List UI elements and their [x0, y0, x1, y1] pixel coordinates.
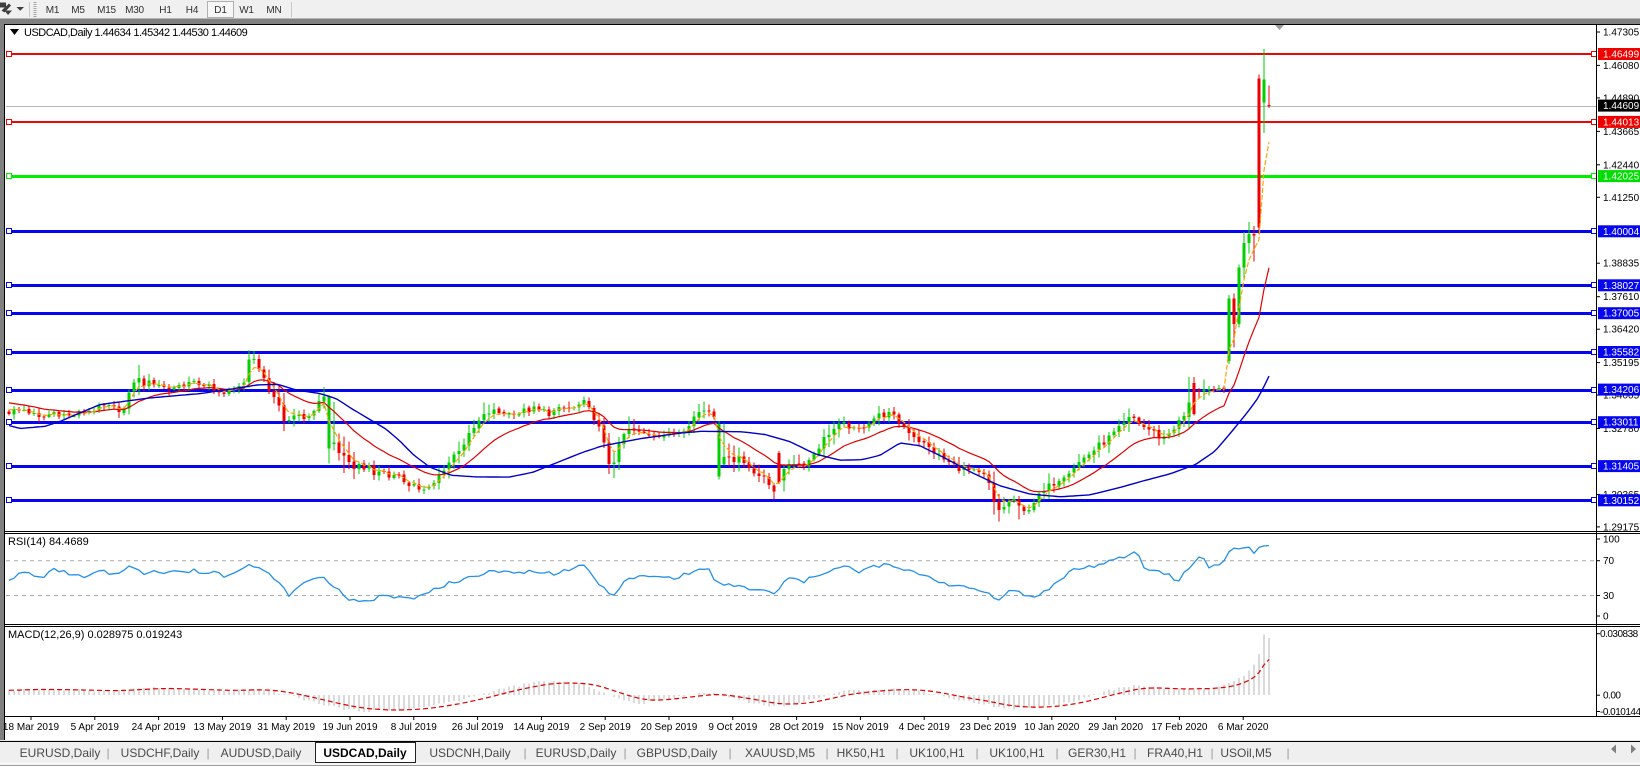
svg-text:|: | [975, 746, 978, 760]
svg-text:1.41250: 1.41250 [1603, 193, 1640, 204]
svg-text:30: 30 [1603, 591, 1615, 602]
svg-text:M1: M1 [46, 5, 60, 16]
svg-text:|: | [623, 746, 626, 760]
svg-text:1.31405: 1.31405 [1603, 462, 1640, 473]
svg-text:17 Feb 2020: 17 Feb 2020 [1151, 722, 1208, 733]
svg-text:EURUSD,Daily: EURUSD,Daily [20, 746, 101, 760]
svg-text:|: | [895, 746, 898, 760]
svg-text:1.36420: 1.36420 [1603, 325, 1640, 336]
svg-text:|: | [206, 746, 209, 760]
svg-text:28 Oct 2019: 28 Oct 2019 [769, 722, 824, 733]
svg-text:1.33011: 1.33011 [1603, 418, 1639, 429]
svg-text:20 Sep 2019: 20 Sep 2019 [641, 722, 698, 733]
svg-text:29 Jan 2020: 29 Jan 2020 [1088, 722, 1143, 733]
svg-text:4 Dec 2019: 4 Dec 2019 [899, 722, 951, 733]
svg-text:GBPUSD,Daily: GBPUSD,Daily [637, 746, 718, 760]
svg-text:9 Oct 2019: 9 Oct 2019 [708, 722, 757, 733]
svg-text:1.35582: 1.35582 [1603, 348, 1640, 359]
svg-text:70: 70 [1603, 556, 1615, 567]
svg-text:GER30,H1: GER30,H1 [1068, 746, 1126, 760]
svg-text:1.44890: 1.44890 [1603, 93, 1640, 104]
svg-text:|: | [825, 746, 828, 760]
svg-text:1.43665: 1.43665 [1603, 127, 1640, 138]
svg-text:10 Jan 2020: 10 Jan 2020 [1024, 722, 1079, 733]
svg-text:24 Apr 2019: 24 Apr 2019 [132, 722, 186, 733]
svg-text:1.35195: 1.35195 [1603, 358, 1640, 369]
svg-text:AUDUSD,Daily: AUDUSD,Daily [221, 746, 302, 760]
svg-text:1.30152: 1.30152 [1603, 496, 1640, 507]
svg-text:0.00: 0.00 [1603, 691, 1621, 702]
svg-text:6 Mar 2020: 6 Mar 2020 [1218, 722, 1269, 733]
svg-text:0: 0 [1603, 612, 1609, 623]
svg-text:1.38835: 1.38835 [1603, 259, 1640, 270]
svg-text:1.37005: 1.37005 [1603, 309, 1640, 320]
svg-text:1.46499: 1.46499 [1603, 50, 1640, 61]
svg-text:UK100,H1: UK100,H1 [989, 746, 1045, 760]
svg-text:|: | [1286, 746, 1289, 760]
svg-text:0.030838: 0.030838 [1600, 629, 1639, 640]
svg-text:RSI(14) 84.4689: RSI(14) 84.4689 [8, 536, 89, 548]
svg-text:1.47305: 1.47305 [1603, 28, 1640, 39]
svg-text:USDCHF,Daily: USDCHF,Daily [121, 746, 200, 760]
svg-text:1.42025: 1.42025 [1603, 172, 1640, 183]
svg-text:FRA40,H1: FRA40,H1 [1147, 746, 1203, 760]
svg-text:USDCNH,Daily: USDCNH,Daily [429, 746, 510, 760]
svg-text:M15: M15 [97, 5, 116, 16]
svg-text:USDCAD,Daily: USDCAD,Daily [323, 746, 407, 760]
svg-text:1.32780: 1.32780 [1603, 424, 1640, 435]
svg-text:H4: H4 [186, 5, 199, 16]
svg-text:UK100,H1: UK100,H1 [909, 746, 965, 760]
svg-text:1.40004: 1.40004 [1603, 227, 1640, 238]
svg-text:XAUUSD,M5: XAUUSD,M5 [745, 746, 815, 760]
svg-text:1.38027: 1.38027 [1603, 281, 1640, 292]
svg-text:1.29175: 1.29175 [1603, 522, 1640, 533]
svg-text:19 Jun 2019: 19 Jun 2019 [322, 722, 377, 733]
svg-text:31 May 2019: 31 May 2019 [257, 722, 315, 733]
svg-text:HK50,H1: HK50,H1 [837, 746, 886, 760]
svg-text:USOil,M5: USOil,M5 [1220, 746, 1272, 760]
svg-text:D1: D1 [214, 5, 227, 16]
svg-text:USDCAD,Daily 1.44634 1.45342: USDCAD,Daily 1.44634 1.45342 1.44530 1.4… [24, 27, 248, 39]
svg-text:2 Sep 2019: 2 Sep 2019 [580, 722, 632, 733]
svg-text:8 Jul 2019: 8 Jul 2019 [391, 722, 438, 733]
svg-text:|: | [1133, 746, 1136, 760]
svg-text:1.44013: 1.44013 [1603, 117, 1640, 128]
svg-text:|: | [106, 746, 109, 760]
svg-text:15 Nov 2019: 15 Nov 2019 [832, 722, 889, 733]
svg-text:23 Dec 2019: 23 Dec 2019 [960, 722, 1017, 733]
svg-text:H1: H1 [159, 5, 172, 16]
svg-text:100: 100 [1603, 535, 1620, 546]
svg-text:1.46080: 1.46080 [1603, 61, 1640, 72]
svg-text:18 Mar 2019: 18 Mar 2019 [3, 722, 60, 733]
svg-text:W1: W1 [239, 5, 254, 16]
svg-text:1.44609: 1.44609 [1603, 101, 1640, 112]
svg-text:13 May 2019: 13 May 2019 [193, 722, 251, 733]
svg-text:1.42440: 1.42440 [1603, 160, 1640, 171]
svg-text:M30: M30 [125, 5, 144, 16]
svg-text:1.34206: 1.34206 [1603, 385, 1640, 396]
svg-text:|: | [523, 746, 526, 760]
svg-text:-0.010144: -0.010144 [1600, 707, 1640, 718]
svg-text:1.34005: 1.34005 [1603, 391, 1640, 402]
svg-text:MN: MN [266, 5, 281, 16]
svg-text:MACD(12,26,9) 0.028975 0.01924: MACD(12,26,9) 0.028975 0.019243 [8, 629, 182, 641]
svg-text:|: | [1210, 746, 1213, 760]
svg-text:|: | [1055, 746, 1058, 760]
svg-text:5 Apr 2019: 5 Apr 2019 [71, 722, 120, 733]
svg-text:EURUSD,Daily: EURUSD,Daily [536, 746, 617, 760]
svg-text:1.37610: 1.37610 [1603, 292, 1640, 303]
svg-text:|: | [728, 746, 731, 760]
svg-text:26 Jul 2019: 26 Jul 2019 [452, 722, 504, 733]
svg-text:M5: M5 [71, 5, 85, 16]
svg-text:14 Aug 2019: 14 Aug 2019 [513, 722, 570, 733]
